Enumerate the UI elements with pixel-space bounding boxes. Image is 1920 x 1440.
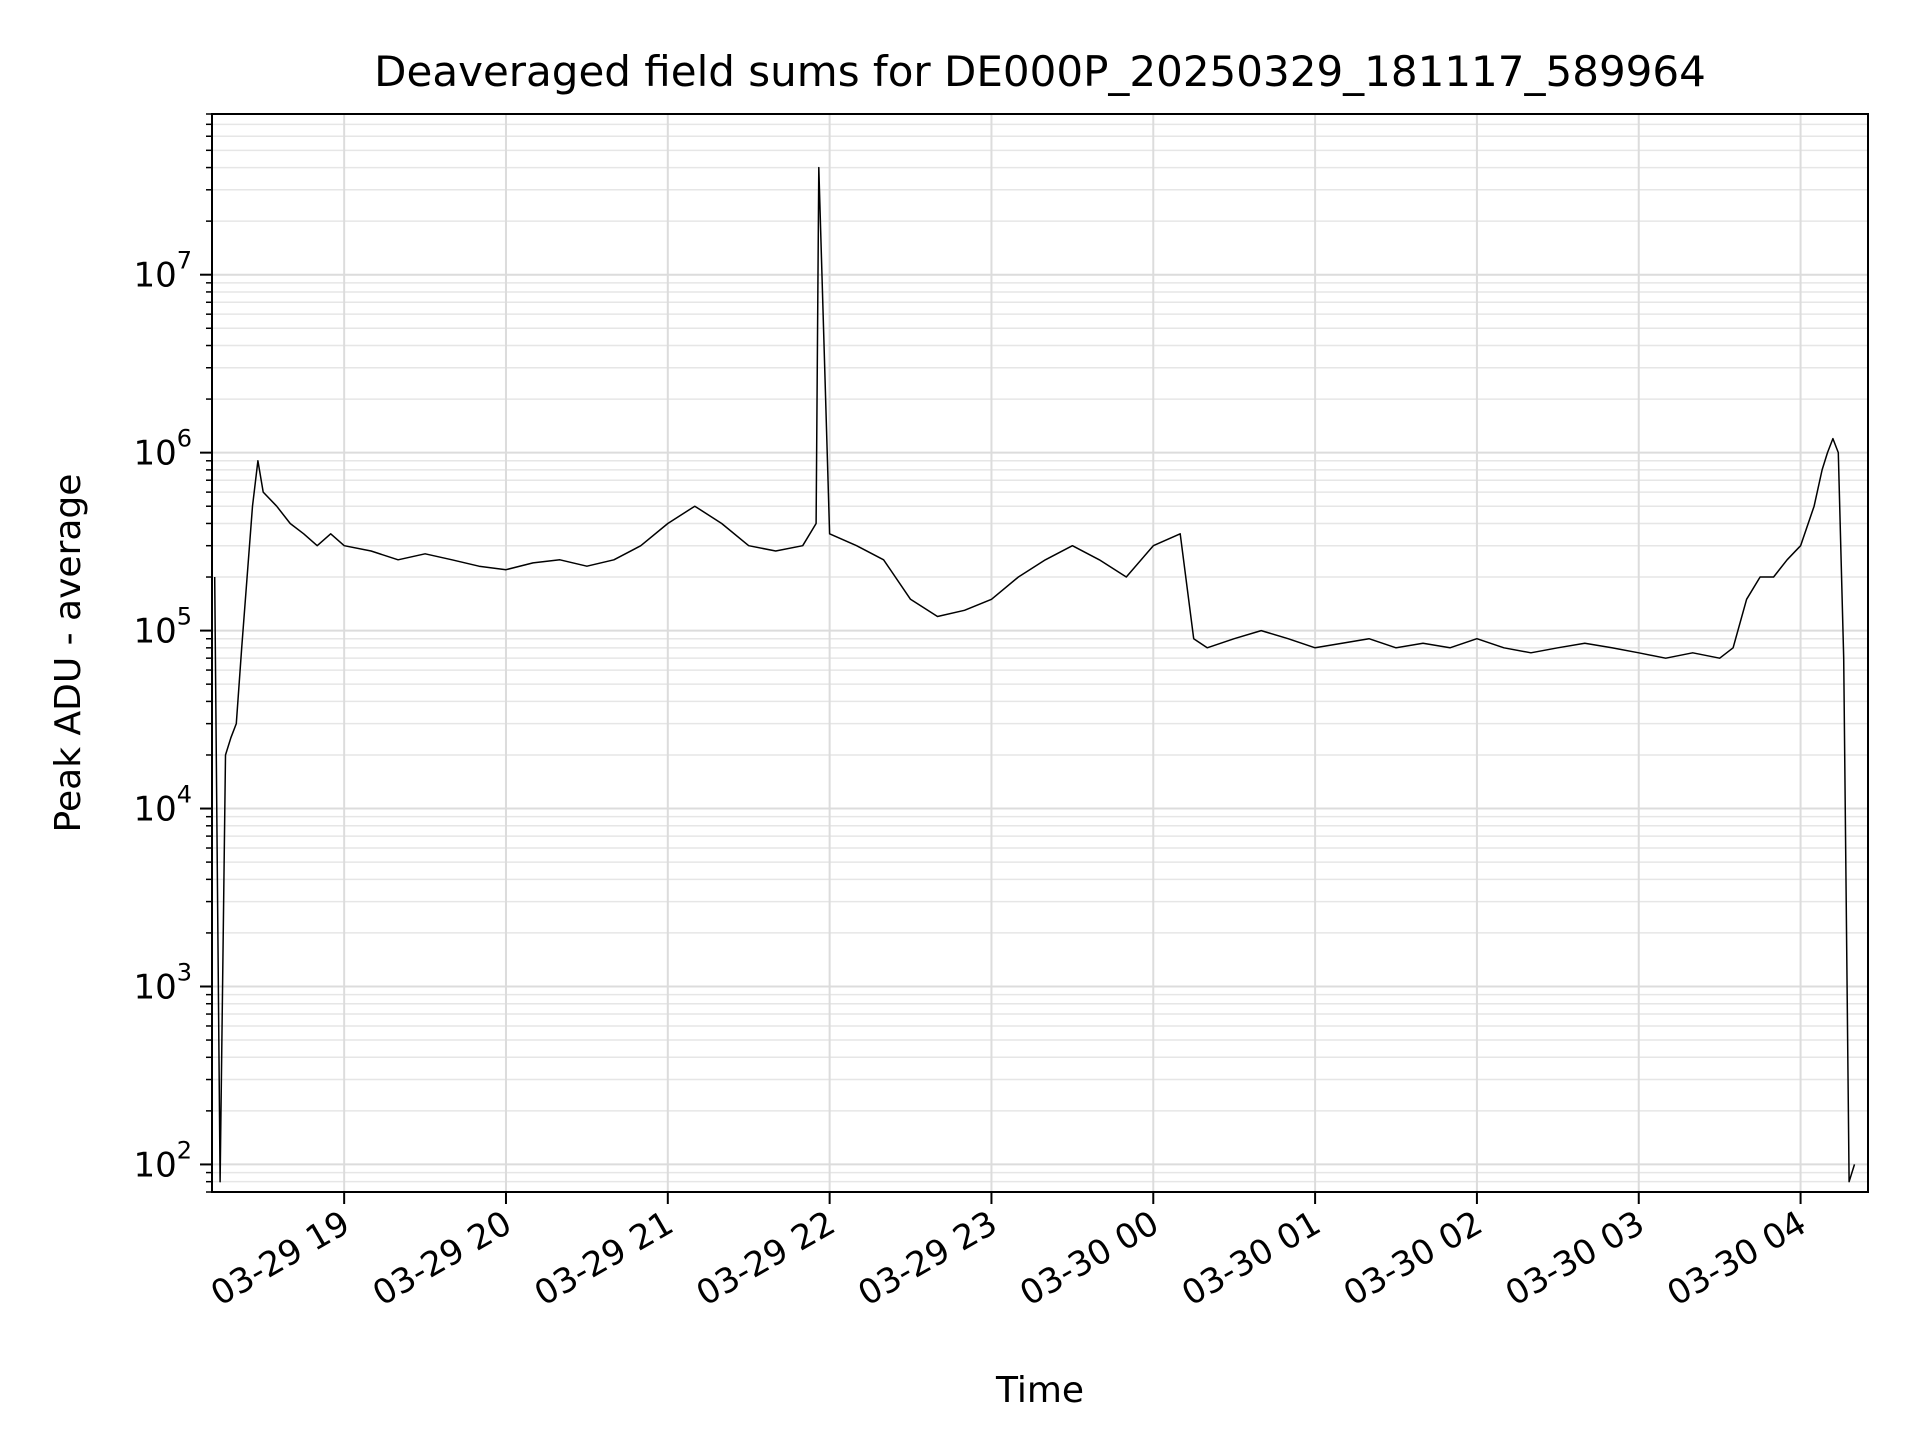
chart-title: Deaveraged field sums for DE000P_2025032… (374, 47, 1706, 96)
major-gridlines (212, 114, 1868, 1192)
x-axis-label: Time (995, 1370, 1084, 1411)
y-axis-label: Peak ADU - average (48, 474, 89, 833)
y-axis: 102 103 104 105 106 107 (133, 113, 212, 1193)
series-line (213, 166, 1856, 1183)
y-tick-label: 104 (133, 781, 192, 830)
y-tick-label: 103 (133, 958, 192, 1007)
y-tick-label: 107 (133, 247, 192, 296)
y-tick-label: 105 (133, 603, 192, 652)
plot-frame (211, 113, 1869, 1193)
y-tick-label: 102 (133, 1136, 192, 1185)
series-group (213, 166, 1856, 1183)
minor-gridlines (212, 113, 1868, 1193)
y-tick-label: 106 (133, 425, 192, 474)
